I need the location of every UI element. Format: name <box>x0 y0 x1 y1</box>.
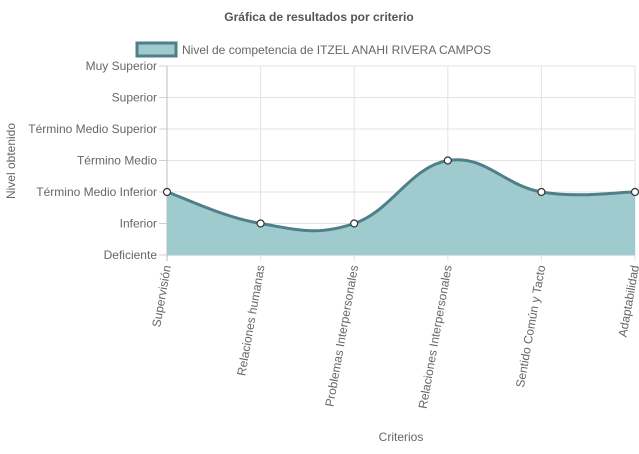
x-tick-label: Supervisión <box>149 264 174 328</box>
chart-title: Gráfica de resultados por criterio <box>224 10 413 24</box>
data-point[interactable] <box>630 187 639 197</box>
x-tick-label: Relaciones Interpersonales <box>416 264 455 410</box>
data-point[interactable] <box>443 156 452 165</box>
x-tick-label: Adaptabilidad <box>616 264 639 338</box>
series-area-fill <box>167 159 635 255</box>
series-area <box>166 158 636 255</box>
legend-label: Nivel de competencia de ITZEL ANAHI RIVE… <box>182 43 491 57</box>
x-tick-label: Sentido Común y Tacto <box>513 264 548 389</box>
data-points <box>162 156 639 228</box>
y-tick-label: Deficiente <box>104 248 158 262</box>
y-tick-label: Inferior <box>120 217 157 231</box>
x-tick-label: Relaciones humanas <box>234 264 267 377</box>
y-axis-title: Nivel obtenido <box>4 123 18 199</box>
y-tick-label: Término Medio Inferior <box>36 185 157 199</box>
data-point[interactable] <box>162 187 172 197</box>
y-tick-label: Término Medio <box>77 154 157 168</box>
data-point[interactable] <box>537 187 546 197</box>
legend[interactable]: Nivel de competencia de ITZEL ANAHI RIVE… <box>135 41 491 58</box>
x-axis-ticks: Supervisión Relaciones humanas Problemas I… <box>149 264 639 410</box>
y-axis-ticks: Deficiente Inferior Término Medio Inferior… <box>28 59 157 262</box>
legend-swatch <box>135 41 178 58</box>
x-tick-label: Problemas Interpersonales <box>322 264 361 408</box>
x-axis-title: Criterios <box>379 430 424 444</box>
y-tick-label: Superior <box>112 91 157 105</box>
y-tick-label: Término Medio Superior <box>28 122 157 136</box>
data-point[interactable] <box>350 219 359 228</box>
y-tick-label: Muy Superior <box>86 59 157 73</box>
series-line <box>166 158 636 233</box>
data-point[interactable] <box>256 219 265 228</box>
